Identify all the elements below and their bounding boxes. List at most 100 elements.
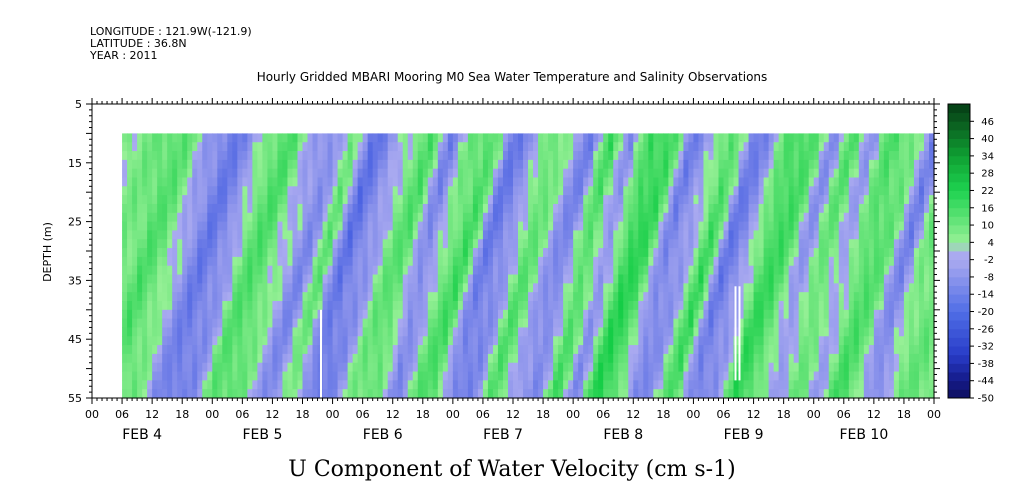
heatmap-cell (432, 248, 439, 258)
heatmap-cell (878, 186, 885, 196)
heatmap-cell (678, 389, 684, 399)
heatmap-cell (763, 151, 770, 161)
heatmap-cell (803, 230, 810, 240)
heatmap-cell (808, 362, 815, 373)
heatmap-cell (823, 300, 830, 311)
heatmap-cell (663, 168, 669, 179)
heatmap-cell (277, 300, 284, 311)
heatmap-cell (242, 274, 248, 284)
heatmap-cell (127, 230, 133, 240)
heatmap-cell (332, 256, 339, 267)
heatmap-cell (382, 274, 389, 284)
heatmap-cell (878, 371, 885, 381)
heatmap-cell (482, 309, 489, 320)
heatmap-cell (242, 283, 248, 293)
heatmap-cell (808, 309, 815, 320)
heatmap-cell (127, 380, 133, 390)
heatmap-cell (232, 133, 238, 143)
heatmap-cell (628, 221, 634, 232)
heatmap-cell (838, 389, 845, 399)
heatmap-cell (382, 345, 389, 355)
heatmap-cell (853, 353, 860, 364)
heatmap-cell (583, 380, 589, 390)
heatmap-cell (397, 133, 404, 143)
heatmap-cell (848, 221, 855, 232)
heatmap-cell (538, 230, 544, 240)
heatmap-cell (683, 168, 690, 179)
heatmap-cell (803, 345, 810, 355)
heatmap-cell (928, 151, 935, 161)
heatmap-cell (823, 345, 830, 355)
heatmap-cell (232, 274, 238, 284)
heatmap-cell (122, 336, 128, 346)
heatmap-cell (222, 265, 228, 276)
heatmap-cell (252, 380, 258, 390)
heatmap-cell (232, 336, 238, 346)
heatmap-cell (387, 318, 394, 329)
heatmap-cell (162, 221, 168, 232)
heatmap-cell (322, 283, 329, 293)
heatmap-cell (668, 336, 674, 346)
heatmap-cell (267, 345, 274, 355)
heatmap-cell (292, 203, 299, 214)
heatmap-cell (507, 309, 514, 320)
heatmap-cell (502, 221, 509, 232)
heatmap-cell (618, 239, 624, 249)
heatmap-cell (918, 195, 925, 205)
heatmap-cell (372, 327, 379, 337)
heatmap-cell (507, 195, 514, 205)
heatmap-cell (222, 318, 228, 329)
heatmap-cell (728, 380, 735, 390)
heatmap-cell (412, 362, 419, 373)
heatmap-cell (643, 221, 649, 232)
heatmap-cell (472, 221, 479, 232)
heatmap-cell (172, 283, 178, 293)
heatmap-cell (272, 380, 279, 390)
heatmap-cell (322, 327, 329, 337)
heatmap-cell (487, 265, 494, 276)
heatmap-cell (578, 212, 584, 223)
heatmap-cell (292, 177, 299, 187)
heatmap-cell (843, 283, 850, 293)
heatmap-cell (192, 283, 198, 293)
heatmap-cell (492, 256, 499, 267)
heatmap-cell (137, 283, 143, 293)
heatmap-cell (212, 248, 218, 258)
heatmap-cell (853, 230, 860, 240)
heatmap-cell (793, 336, 800, 346)
heatmap-cell (467, 309, 474, 320)
heatmap-cell (728, 371, 735, 381)
heatmap-cell (497, 265, 504, 276)
heatmap-cell (903, 371, 910, 381)
heatmap-cell (122, 151, 128, 161)
heatmap-cell (127, 221, 133, 232)
heatmap-cell (653, 203, 659, 214)
heatmap-cell (287, 327, 294, 337)
heatmap-cell (427, 248, 434, 258)
heatmap-cell (352, 327, 359, 337)
heatmap-cell (733, 248, 740, 258)
heatmap-cell (167, 380, 173, 390)
heatmap-cell (312, 371, 319, 381)
heatmap-cell (122, 159, 128, 170)
heatmap-cell (813, 230, 820, 240)
heatmap-cell (282, 168, 289, 179)
heatmap-cell (693, 292, 700, 302)
heatmap-cell (518, 283, 524, 293)
heatmap-cell (257, 142, 263, 152)
heatmap-cell (538, 256, 544, 267)
heatmap-cell (888, 380, 895, 390)
heatmap-cell (563, 203, 569, 214)
heatmap-cell (868, 186, 875, 196)
heatmap-cell (808, 265, 815, 276)
heatmap-cell (633, 248, 639, 258)
heatmap-cell (472, 133, 479, 143)
heatmap-cell (623, 309, 629, 320)
heatmap-cell (888, 159, 895, 170)
heatmap-cell (868, 230, 875, 240)
heatmap-cell (708, 380, 715, 390)
heatmap-cell (873, 221, 880, 232)
heatmap-cell (543, 327, 549, 337)
heatmap-cell (277, 151, 284, 161)
heatmap-cell (548, 239, 554, 249)
